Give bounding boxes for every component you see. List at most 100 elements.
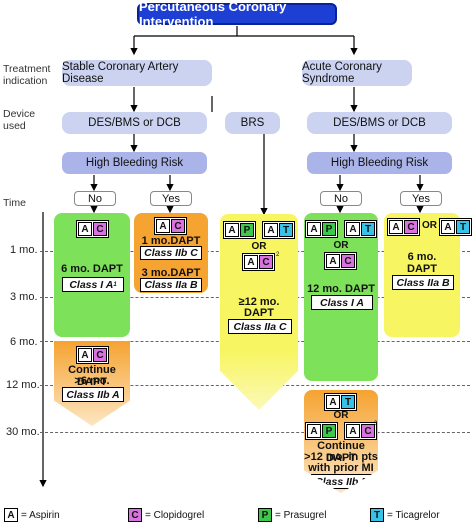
aspirin-prasugrel-pair: A P xyxy=(305,220,338,238)
clopidogrel-chip: C xyxy=(341,254,355,268)
acs-no-text: 12 mo. DAPT xyxy=(307,283,375,295)
prasugrel-chip: P xyxy=(322,424,336,438)
acs-no-continue-text2: >12 mo. in pts xyxy=(304,451,378,463)
aspirin-clopidogrel-pair: A C xyxy=(324,252,357,270)
brs-dapt-box: A P A T OR A C 2 ≥12 mo. DAPT Class IIa … xyxy=(220,214,298,410)
legend-label: = Aspirin xyxy=(21,509,60,521)
acs-box: Acute Coronary Syndrome xyxy=(302,60,412,86)
acs-no-continue-box: A T OR A P A C 3 Continue DAPT >12 mo. i… xyxy=(304,390,378,493)
device-used-label: Device used xyxy=(3,108,36,132)
aspirin-chip: A xyxy=(4,508,18,522)
legend-label: = Ticagrelor xyxy=(387,509,440,521)
brs-text2: DAPT xyxy=(244,307,274,319)
clopidogrel-chip: C xyxy=(361,424,375,438)
aspirin-clopidogrel-pair: A C xyxy=(242,253,275,271)
ticagrelor-chip: T xyxy=(361,222,375,236)
tick-30mo: 30 mo. xyxy=(6,426,40,438)
stable-cad-box: Stable Coronary Artery Disease xyxy=(62,60,212,86)
aspirin-chip: A xyxy=(307,424,321,438)
scad-yes-3mo-class: Class IIa B xyxy=(140,278,202,292)
scad-yes-dapt-box: A C 1 mo.DAPT Class IIb C 3 mo.DAPT Clas… xyxy=(134,213,208,293)
clopidogrel-chip: C xyxy=(404,220,418,234)
scad-no-continue-class: Class IIb A xyxy=(62,387,124,402)
aspirin-prasugrel-pair: A P xyxy=(223,221,256,239)
clopidogrel-chip: C xyxy=(93,348,107,362)
acs-no-continue-text1: Continue DAPT xyxy=(317,440,365,464)
aspirin-clopidogrel-pair: A C xyxy=(344,422,377,440)
scad-no-continue-text2: >6 mo. xyxy=(74,375,110,387)
or-label: OR xyxy=(251,241,267,252)
legend-label: = Clopidogrel xyxy=(145,509,205,521)
time-label: Time xyxy=(3,197,26,209)
aspirin-chip: A xyxy=(346,424,360,438)
brs-footnote: 2 xyxy=(276,252,280,258)
aspirin-ticagrelor-pair: A T xyxy=(324,393,357,411)
prasugrel-chip: P xyxy=(258,508,272,522)
tick-3mo: 3 mo. xyxy=(10,291,38,303)
aspirin-chip: A xyxy=(307,222,321,236)
aspirin-chip: A xyxy=(225,223,239,237)
aspirin-clopidogrel-pair: A C xyxy=(76,346,109,364)
aspirin-chip: A xyxy=(389,220,403,234)
tick-12mo: 12 mo. xyxy=(6,379,40,391)
acs-yes-text1: 6 mo. xyxy=(407,251,437,263)
aspirin-ticagrelor-pair: A T xyxy=(344,220,377,238)
or-label: OR xyxy=(422,220,437,231)
acs-no-class: Class I A xyxy=(311,295,373,310)
hbr-right-box: High Bleeding Risk xyxy=(307,152,452,174)
ticagrelor-chip: T xyxy=(370,508,384,522)
acs-continue-footnote: 3 xyxy=(374,421,378,427)
aspirin-chip: A xyxy=(326,395,340,409)
clopidogrel-chip: C xyxy=(128,508,142,522)
prasugrel-chip: P xyxy=(240,223,254,237)
ticagrelor-chip: T xyxy=(279,223,293,237)
aspirin-clopidogrel-pair: A C xyxy=(76,220,109,238)
acs-yes-class: Class IIa B xyxy=(392,275,454,290)
aspirin-chip: A xyxy=(78,222,92,236)
prasugrel-chip: P xyxy=(322,222,336,236)
scad-no-footnote: 1 xyxy=(113,281,117,288)
aspirin-chip: A xyxy=(78,348,92,362)
scad-yes-1mo-class: Class IIb C xyxy=(140,246,202,260)
device-brs-box: BRS xyxy=(225,112,280,134)
acs-yes-answer: Yes xyxy=(400,191,442,206)
legend-item-clopidogrel: C = Clopidogrel xyxy=(128,508,204,522)
acs-no-answer: No xyxy=(320,191,362,206)
device-right-box: DES/BMS or DCB xyxy=(307,112,452,134)
clopidogrel-chip: C xyxy=(259,255,273,269)
aspirin-clopidogrel-pair: A C xyxy=(387,218,420,236)
scad-no-answer: No xyxy=(74,191,116,206)
gridline-30mo xyxy=(40,432,470,433)
clopidogrel-chip: C xyxy=(171,219,185,233)
brs-class: Class IIa C xyxy=(228,319,292,334)
legend-label: = Prasugrel xyxy=(275,509,327,521)
ticagrelor-chip: T xyxy=(341,395,355,409)
clopidogrel-chip: C xyxy=(93,222,107,236)
aspirin-chip: A xyxy=(441,220,455,234)
page-title: Percutaneous Coronary Intervention xyxy=(137,0,337,29)
scad-yes-1mo-text: 1 mo.DAPT xyxy=(141,235,201,247)
scad-yes-3mo-text: 3 mo.DAPT xyxy=(141,267,201,279)
tick-1mo: 1 mo. xyxy=(10,244,38,256)
scad-no-text: 6 mo. DAPT xyxy=(61,263,123,275)
acs-yes-dapt-box: A C OR A T 6 mo. DAPT Class IIa B xyxy=(384,213,472,337)
hbr-left-box: High Bleeding Risk xyxy=(62,152,207,174)
acs-no-continue-text3: with prior MI xyxy=(308,462,374,474)
aspirin-clopidogrel-pair: A C xyxy=(154,217,187,235)
legend-item-ticagrelor: T = Ticagrelor xyxy=(370,508,440,522)
or-label: OR xyxy=(333,240,349,251)
brs-text1: ≥12 mo. xyxy=(238,296,280,308)
ticagrelor-chip: T xyxy=(456,220,470,234)
scad-no-class-text: Class I A xyxy=(69,278,114,291)
tick-6mo: 6 mo. xyxy=(10,336,38,348)
aspirin-chip: A xyxy=(156,219,170,233)
or-label: OR xyxy=(333,410,349,421)
scad-no-continue-text1: Continue DAPT xyxy=(68,364,116,388)
legend: A = Aspirin C = Clopidogrel P = Prasugre… xyxy=(0,505,474,525)
scad-yes-answer: Yes xyxy=(150,191,192,206)
legend-item-prasugrel: P = Prasugrel xyxy=(258,508,326,522)
aspirin-chip: A xyxy=(326,254,340,268)
